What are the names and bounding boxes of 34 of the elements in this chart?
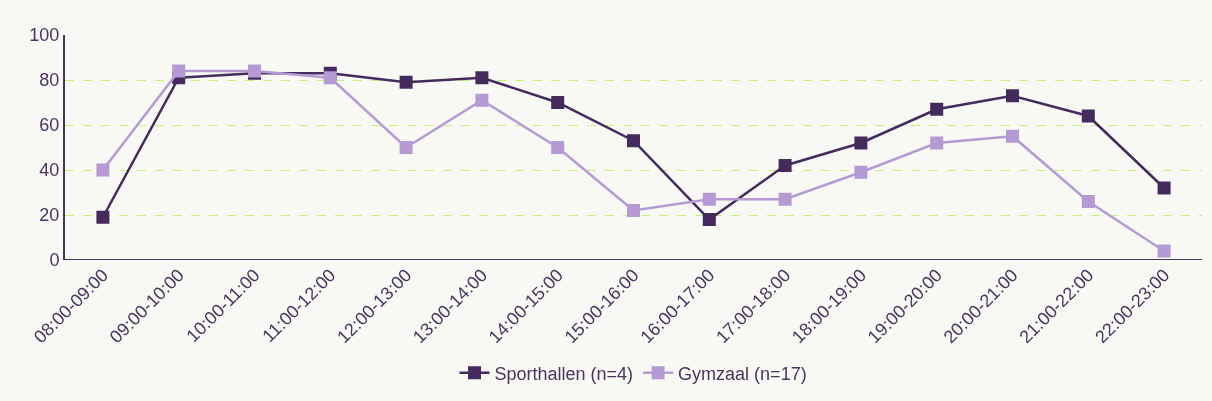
legend-label: Gymzaal (n=17) bbox=[678, 363, 807, 384]
y-tick-label: 40 bbox=[39, 160, 60, 181]
point bbox=[778, 192, 792, 206]
point bbox=[854, 136, 868, 150]
point bbox=[1006, 129, 1019, 143]
point bbox=[475, 71, 489, 85]
point bbox=[96, 210, 110, 224]
point bbox=[1157, 181, 1171, 195]
point bbox=[399, 75, 413, 89]
point bbox=[930, 102, 944, 116]
point bbox=[475, 93, 489, 107]
point bbox=[96, 163, 110, 177]
point bbox=[551, 96, 565, 109]
point bbox=[1157, 244, 1171, 258]
y-tick-label: 60 bbox=[39, 115, 60, 136]
point bbox=[1006, 89, 1019, 103]
y-tick-label: 20 bbox=[39, 205, 60, 226]
point bbox=[854, 165, 868, 179]
point bbox=[627, 204, 640, 217]
legend-label: Sporthallen (n=4) bbox=[494, 363, 634, 384]
point bbox=[399, 141, 413, 154]
point bbox=[702, 213, 716, 226]
point bbox=[778, 159, 792, 172]
point bbox=[1081, 109, 1095, 123]
point bbox=[627, 134, 640, 148]
point bbox=[551, 141, 565, 154]
point bbox=[930, 136, 944, 150]
y-tick-label: 0 bbox=[49, 250, 60, 271]
point bbox=[1081, 195, 1095, 208]
y-tick-label: 80 bbox=[39, 70, 60, 91]
point bbox=[702, 192, 716, 206]
y-tick-label: 100 bbox=[29, 25, 60, 46]
point bbox=[323, 71, 337, 85]
point bbox=[172, 64, 186, 78]
